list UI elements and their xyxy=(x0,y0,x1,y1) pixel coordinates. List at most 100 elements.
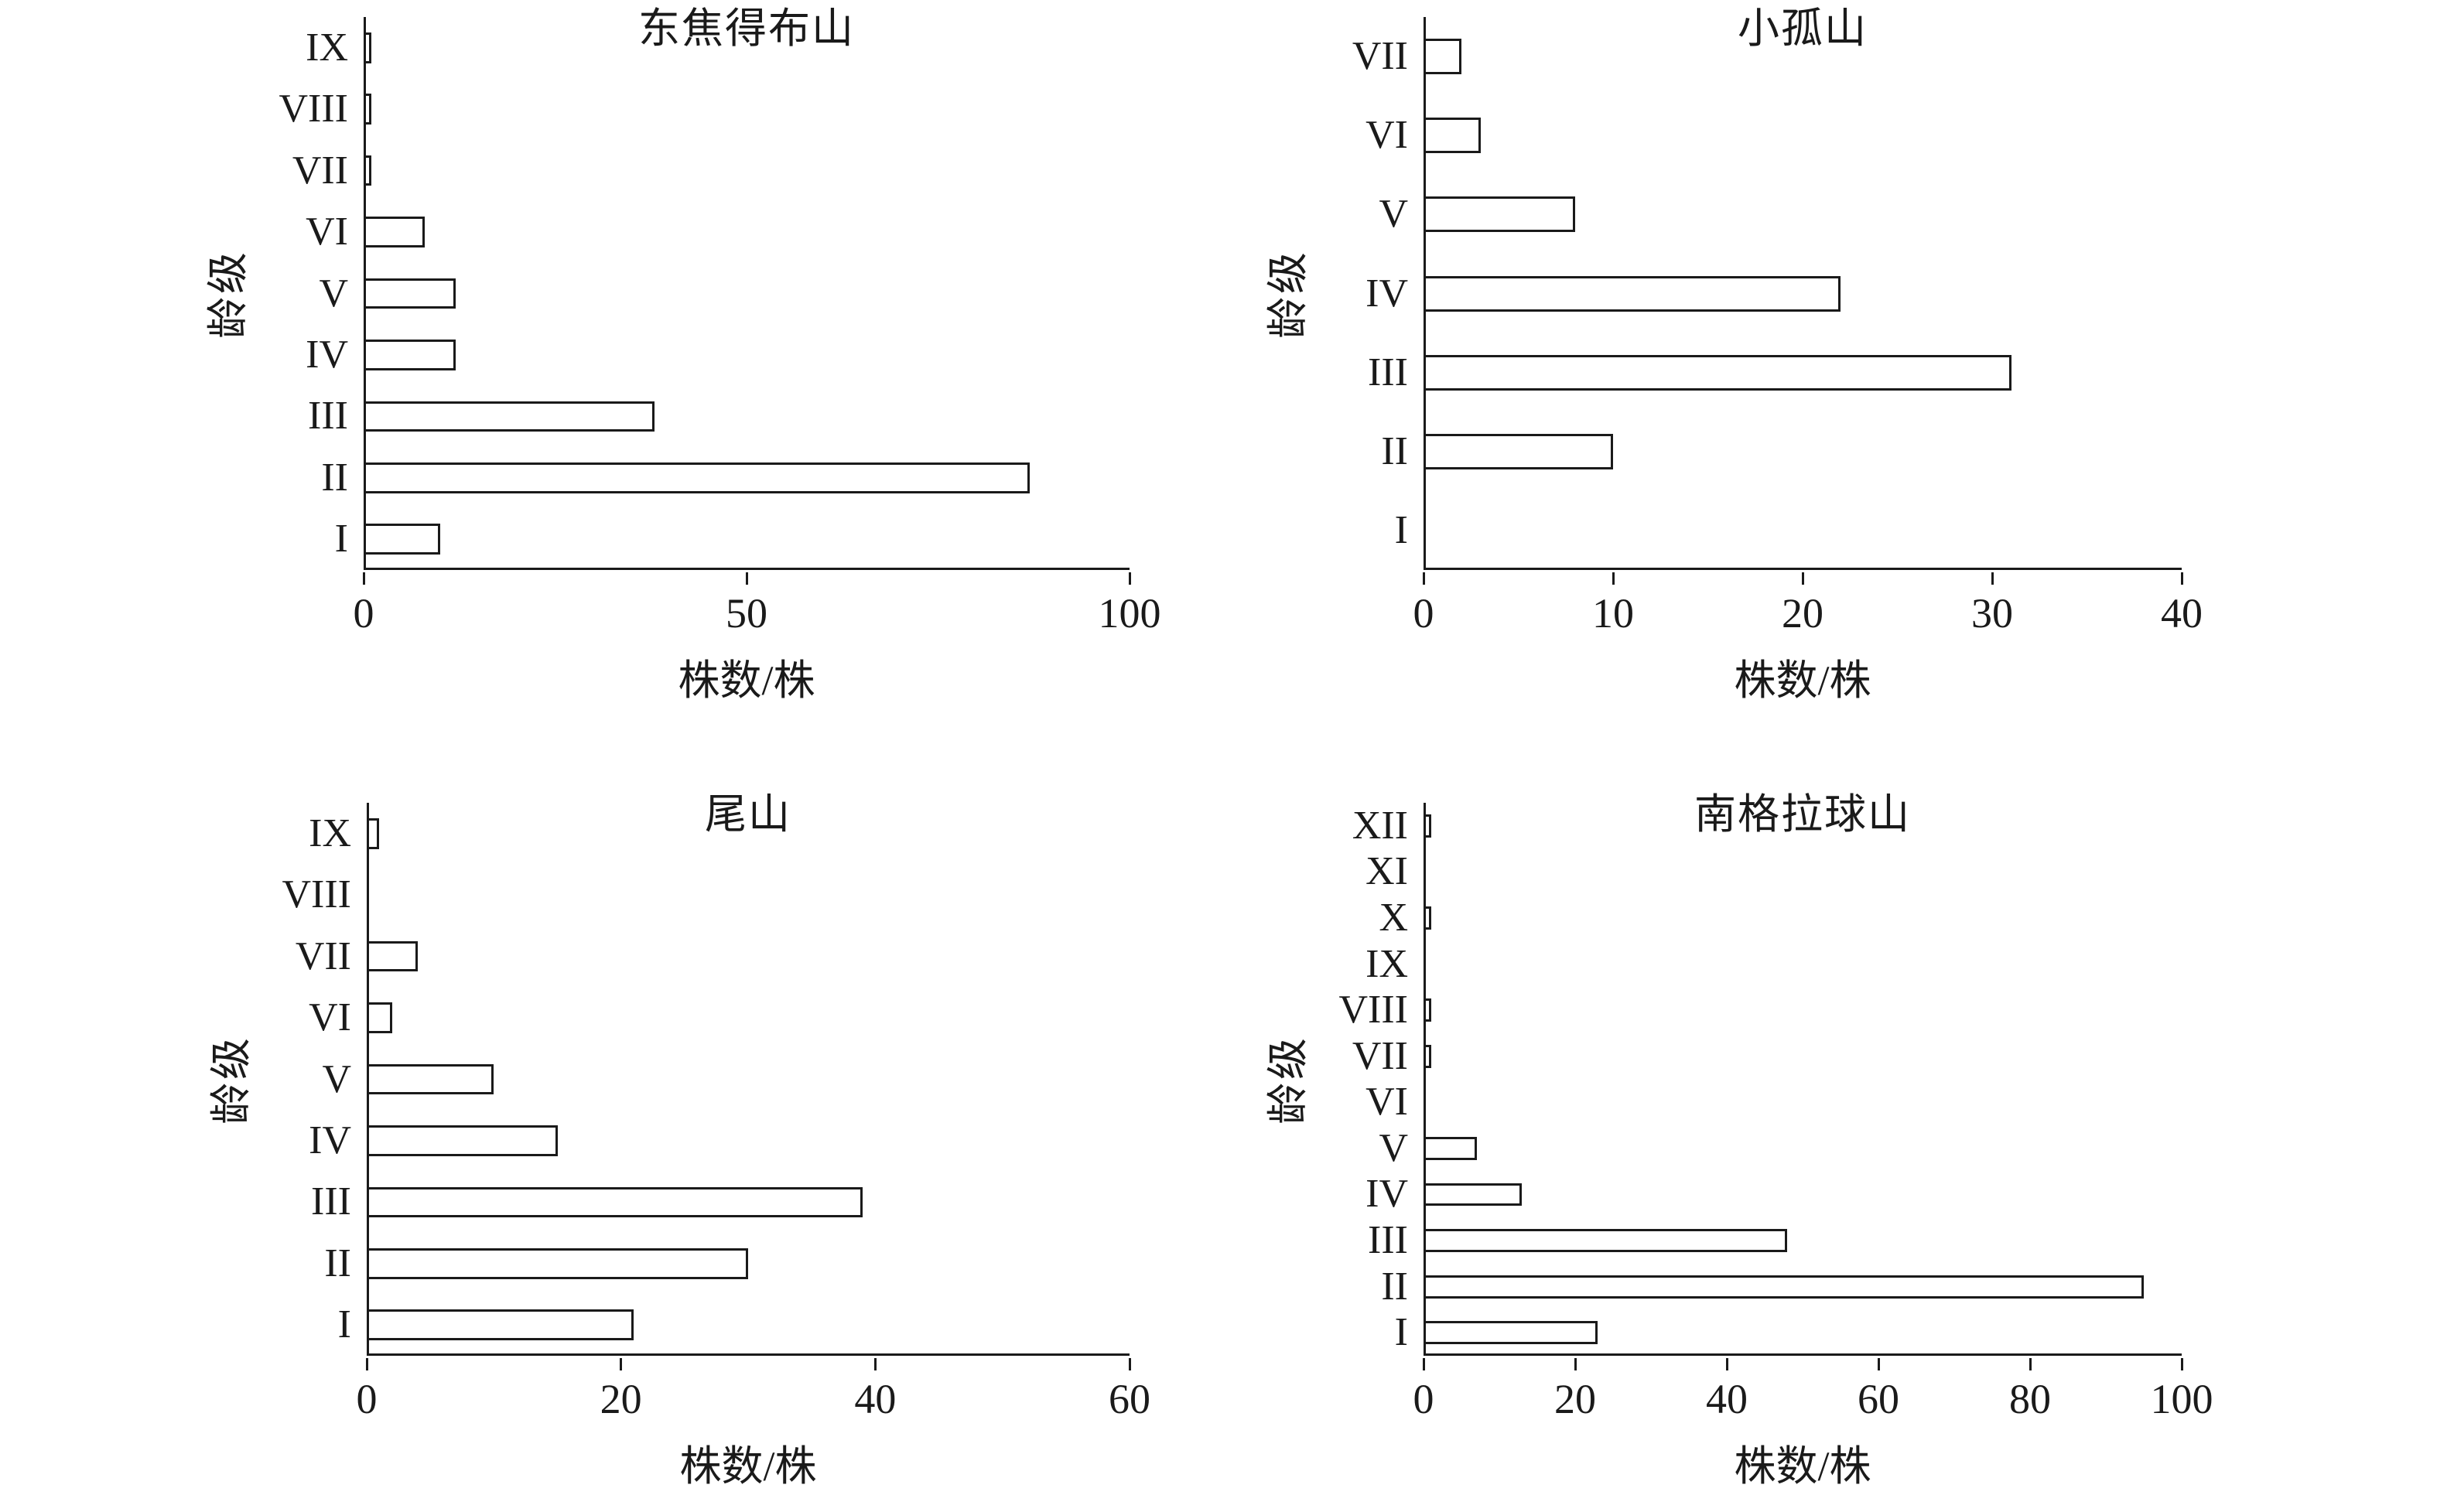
y-tick-label: VII xyxy=(292,148,348,193)
y-tick-label: IX xyxy=(309,811,351,855)
bar-VIII xyxy=(364,94,371,125)
bar-VIII xyxy=(1424,998,1431,1022)
bar-V xyxy=(1424,1136,1477,1160)
x-tick-mark xyxy=(1422,1358,1425,1370)
bar-VII xyxy=(1424,39,1461,75)
x-tick-mark xyxy=(365,1358,368,1370)
bar-V xyxy=(364,278,456,309)
y-tick-label: XII xyxy=(1352,803,1408,848)
y-tick-label: IX xyxy=(306,25,348,70)
bar-III xyxy=(367,1186,863,1218)
bar-I xyxy=(1424,1321,1598,1345)
bar-IV xyxy=(1424,1183,1523,1207)
chart-xiaogushan: 小孤山 龄级 株数/株 VII VI V IV III II I 0 10 20 30 40 xyxy=(1218,0,2437,756)
chart-title: 尾山 xyxy=(705,791,791,838)
chart-title: 小孤山 xyxy=(1738,5,1868,52)
x-tick-mark xyxy=(1991,572,1994,585)
bar-VII xyxy=(1424,1044,1431,1068)
x-tick-label: 100 xyxy=(1098,590,1161,637)
x-tick-mark xyxy=(1422,572,1425,585)
y-tick-label: III xyxy=(311,1179,351,1224)
y-tick-label: III xyxy=(308,394,348,439)
y-tick-label: I xyxy=(1394,1310,1408,1355)
x-tick-label: 0 xyxy=(353,590,374,637)
bar-IV xyxy=(364,340,456,370)
bar-II xyxy=(364,462,1031,493)
chart-title: 南格拉球山 xyxy=(1694,791,1911,838)
x-tick-mark xyxy=(620,1358,623,1370)
y-tick-label: IV xyxy=(1365,271,1408,316)
chart-weishan: 尾山 龄级 株数/株 IX VIII VII VI V IV III II I 0 20 40 60 xyxy=(0,756,1218,1512)
y-tick-label: V xyxy=(319,271,348,316)
chart-title: 东焦得布山 xyxy=(638,5,855,52)
bar-IX xyxy=(367,817,380,849)
bar-VI xyxy=(1424,118,1481,154)
chart-nangelaqiushan: 南格拉球山 龄级 株数/株 XII XI X IX VIII VII VI V IV III II I… xyxy=(1218,756,2437,1512)
bar-III xyxy=(364,401,655,432)
x-tick-label: 0 xyxy=(1413,1376,1434,1422)
y-tick-label: II xyxy=(321,455,348,500)
bar-I xyxy=(367,1309,634,1341)
bar-II xyxy=(1424,433,1613,469)
x-tick-mark xyxy=(1128,572,1131,585)
y-tick-label: VIII xyxy=(282,872,351,917)
y-tick-label: I xyxy=(334,517,348,561)
y-tick-label: VIII xyxy=(279,87,348,131)
bar-IX xyxy=(364,32,371,63)
x-tick-mark xyxy=(1877,1358,1880,1370)
bar-X xyxy=(1424,906,1431,930)
y-tick-label: VI xyxy=(1365,1080,1408,1125)
x-tick-label: 40 xyxy=(2161,590,2203,637)
x-tick-mark xyxy=(1725,1358,1728,1370)
y-tick-label: I xyxy=(1394,507,1408,552)
bar-V xyxy=(1424,196,1575,233)
bar-I xyxy=(364,524,440,555)
y-tick-label: X xyxy=(1379,895,1408,940)
x-tick-label: 40 xyxy=(854,1376,897,1422)
bar-V xyxy=(367,1063,494,1095)
y-tick-label: VII xyxy=(1352,34,1408,79)
x-tick-mark xyxy=(1574,1358,1577,1370)
y-tick-label: VIII xyxy=(1338,988,1408,1032)
x-tick-mark xyxy=(1801,572,1804,585)
x-tick-label: 0 xyxy=(1413,590,1434,637)
x-tick-mark xyxy=(2029,1358,2032,1370)
x-tick-label: 100 xyxy=(2150,1376,2213,1422)
y-tick-label: VI xyxy=(309,995,351,1040)
chart-dongjiaodebushan: 东焦得布山 龄级 株数/株 IX VIII VII VI V IV III II I 0 50 100 xyxy=(0,0,1218,756)
x-axis-title: 株数/株 xyxy=(1734,657,1871,704)
x-tick-label: 50 xyxy=(726,590,767,637)
bar-IV xyxy=(367,1125,558,1156)
y-tick-label: XI xyxy=(1365,849,1408,894)
y-tick-label: VII xyxy=(295,933,351,978)
x-tick-mark xyxy=(362,572,365,585)
y-tick-label: IV xyxy=(1365,1172,1408,1217)
x-tick-label: 80 xyxy=(2009,1376,2051,1422)
y-tick-label: III xyxy=(1368,350,1408,394)
x-tick-mark xyxy=(2180,572,2183,585)
bar-VII xyxy=(367,940,418,972)
x-tick-mark xyxy=(1128,1358,1131,1370)
y-tick-label: V xyxy=(322,1056,351,1101)
x-tick-label: 0 xyxy=(356,1376,378,1422)
x-tick-label: 20 xyxy=(1782,590,1823,637)
y-tick-label: VII xyxy=(1352,1033,1408,1078)
x-tick-label: 30 xyxy=(1971,590,2013,637)
bar-III xyxy=(1424,1229,1788,1252)
bar-III xyxy=(1424,354,2011,391)
bar-II xyxy=(367,1247,748,1279)
x-axis-title: 株数/株 xyxy=(679,1443,817,1490)
x-tick-label: 40 xyxy=(1706,1376,1748,1422)
y-tick-label: IV xyxy=(309,1118,351,1162)
y-tick-label: II xyxy=(1381,428,1408,473)
y-tick-label: III xyxy=(1368,1218,1408,1263)
x-tick-label: 10 xyxy=(1592,590,1634,637)
y-tick-label: II xyxy=(324,1241,351,1285)
x-tick-mark xyxy=(745,572,748,585)
bar-II xyxy=(1424,1275,2144,1299)
y-tick-label: IV xyxy=(306,332,348,377)
bar-VII xyxy=(364,155,371,186)
y-tick-label: V xyxy=(1379,1125,1408,1170)
bar-VI xyxy=(364,217,426,247)
